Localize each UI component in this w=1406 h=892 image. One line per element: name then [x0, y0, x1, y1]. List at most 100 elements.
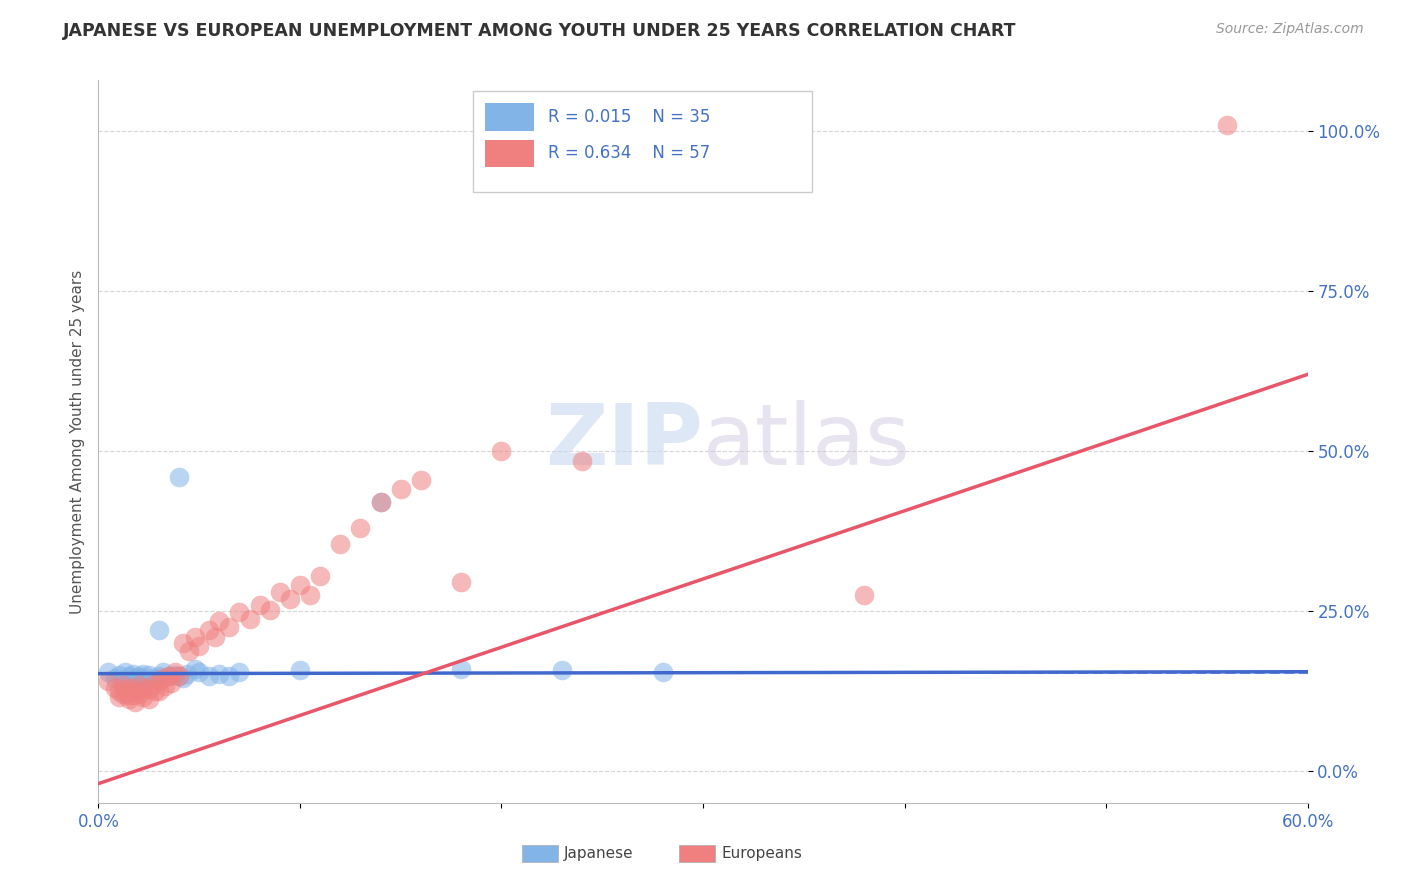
Text: JAPANESE VS EUROPEAN UNEMPLOYMENT AMONG YOUTH UNDER 25 YEARS CORRELATION CHART: JAPANESE VS EUROPEAN UNEMPLOYMENT AMONG …: [63, 22, 1017, 40]
Point: [111, 677, 134, 691]
Point: [239, 612, 262, 626]
Bar: [522, 845, 558, 862]
Point: [132, 681, 155, 695]
Point: [204, 630, 226, 644]
Point: [128, 687, 150, 701]
Point: [228, 665, 250, 679]
Point: [167, 469, 190, 483]
Point: [160, 675, 183, 690]
Point: [132, 690, 155, 705]
Point: [97, 665, 120, 679]
Point: [450, 661, 472, 675]
Text: ZIP: ZIP: [546, 400, 703, 483]
Point: [278, 592, 301, 607]
Point: [118, 674, 141, 689]
Point: [138, 681, 160, 696]
Point: [152, 665, 174, 679]
Point: [97, 674, 120, 689]
Point: [208, 666, 231, 681]
Point: [107, 684, 129, 698]
Point: [179, 643, 201, 657]
FancyBboxPatch shape: [474, 91, 811, 193]
Y-axis label: Unemployment Among Youth under 25 years: Unemployment Among Youth under 25 years: [69, 269, 84, 614]
Point: [118, 669, 141, 683]
Point: [132, 671, 155, 685]
Point: [329, 537, 352, 551]
Point: [124, 684, 146, 698]
Point: [128, 677, 150, 691]
Bar: [485, 103, 534, 131]
Point: [153, 680, 176, 694]
Point: [124, 695, 146, 709]
Point: [124, 671, 146, 685]
Point: [370, 495, 392, 509]
Point: [157, 669, 180, 683]
Point: [114, 681, 136, 696]
Point: [163, 668, 186, 682]
Point: [349, 521, 371, 535]
Point: [1216, 118, 1239, 132]
Point: [651, 665, 673, 679]
Point: [491, 444, 513, 458]
Point: [152, 671, 174, 685]
Point: [143, 684, 166, 698]
Point: [409, 473, 432, 487]
Point: [143, 671, 166, 685]
Point: [118, 686, 141, 700]
Point: [115, 689, 138, 703]
Point: [172, 636, 194, 650]
Point: [288, 663, 311, 677]
Point: [138, 668, 160, 682]
Point: [218, 620, 240, 634]
Text: atlas: atlas: [703, 400, 911, 483]
Point: [571, 454, 593, 468]
Point: [121, 689, 143, 703]
Point: [551, 663, 574, 677]
Point: [103, 671, 125, 685]
Point: [128, 669, 150, 683]
Point: [167, 669, 190, 683]
Point: [114, 665, 136, 679]
Point: [103, 681, 125, 695]
Bar: [485, 139, 534, 167]
Point: [107, 668, 129, 682]
Point: [309, 569, 332, 583]
Point: [389, 483, 412, 497]
Point: [853, 588, 876, 602]
Point: [111, 687, 134, 701]
Point: [118, 692, 141, 706]
Text: R = 0.634    N = 57: R = 0.634 N = 57: [548, 145, 710, 162]
Point: [138, 692, 160, 706]
Point: [167, 669, 190, 683]
Text: Source: ZipAtlas.com: Source: ZipAtlas.com: [1216, 22, 1364, 37]
Point: [249, 598, 271, 612]
Point: [148, 669, 170, 683]
Point: [172, 671, 194, 685]
Point: [299, 588, 322, 602]
Point: [148, 623, 170, 637]
Point: [208, 614, 231, 628]
Point: [163, 665, 186, 679]
Point: [111, 674, 134, 689]
Point: [121, 666, 143, 681]
Text: Europeans: Europeans: [721, 846, 801, 861]
Point: [148, 674, 170, 689]
Point: [370, 495, 392, 509]
Point: [198, 669, 221, 683]
Point: [269, 584, 291, 599]
Text: Japanese: Japanese: [564, 846, 634, 861]
Point: [218, 669, 240, 683]
Point: [120, 681, 142, 695]
Point: [288, 578, 311, 592]
Bar: [679, 845, 716, 862]
Point: [259, 603, 281, 617]
Point: [188, 639, 211, 653]
Point: [188, 665, 211, 679]
Point: [128, 674, 150, 689]
Point: [132, 666, 155, 681]
Point: [142, 677, 165, 691]
Point: [198, 623, 221, 637]
Point: [107, 690, 129, 705]
Point: [228, 605, 250, 619]
Point: [148, 684, 170, 698]
